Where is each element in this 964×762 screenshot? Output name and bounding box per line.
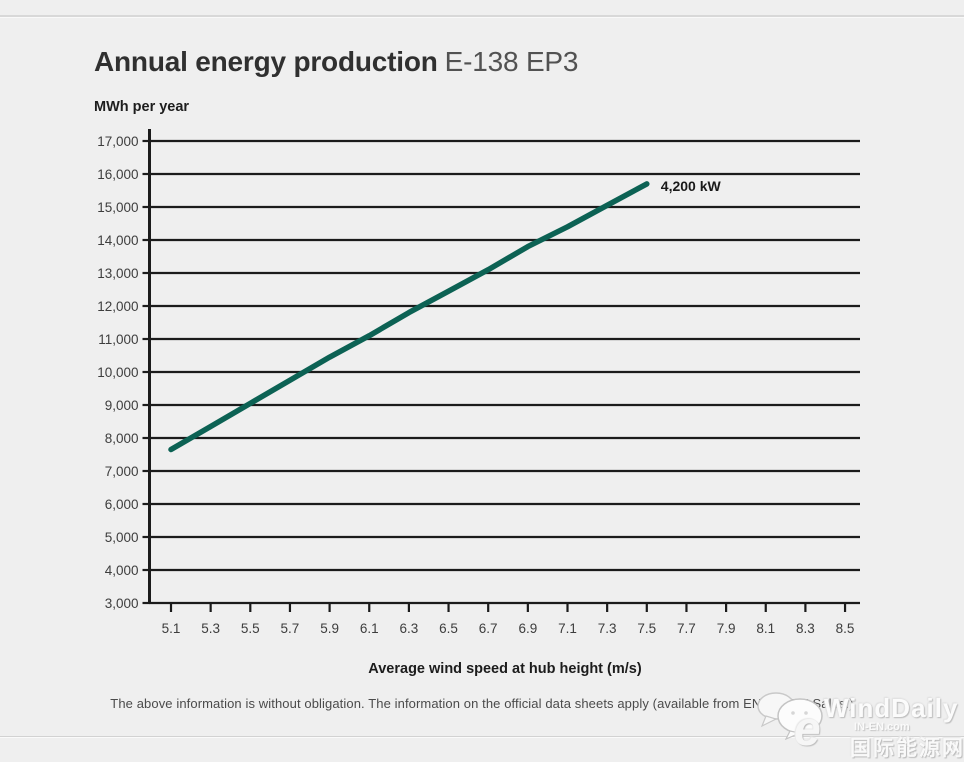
y-tick-label: 10,000 — [97, 365, 138, 380]
x-tick-label: 6.3 — [400, 621, 419, 636]
y-tick-label: 9,000 — [105, 398, 139, 413]
title-model: E-138 EP3 — [444, 46, 579, 77]
bottom-divider — [0, 736, 964, 738]
x-tick-label: 8.5 — [836, 621, 855, 636]
y-tick-label: 11,000 — [98, 332, 138, 347]
y-tick-label: 15,000 — [97, 200, 138, 215]
y-tick-label: 7,000 — [105, 464, 139, 479]
y-tick-label: 8,000 — [105, 431, 139, 446]
x-tick-label: 7.3 — [598, 621, 617, 636]
x-tick-label: 8.1 — [756, 621, 775, 636]
y-tick-label: 6,000 — [105, 497, 139, 512]
x-tick-label: 5.3 — [201, 621, 220, 636]
y-tick-label: 3,000 — [105, 596, 139, 611]
title-main: Annual energy production — [94, 46, 438, 77]
x-tick-label: 6.7 — [479, 621, 498, 636]
x-tick-label: 7.1 — [558, 621, 577, 636]
y-axis-title: MWh per year — [94, 99, 190, 115]
x-tick-label: 5.5 — [241, 621, 260, 636]
x-axis-title: Average wind speed at hub height (m/s) — [368, 661, 642, 677]
x-tick-label: 5.9 — [320, 621, 339, 636]
x-tick-label: 7.5 — [637, 621, 656, 636]
production-curve — [168, 181, 650, 453]
x-tick-label: 6.5 — [439, 621, 458, 636]
y-tick-label: 12,000 — [97, 299, 138, 314]
top-divider — [0, 15, 964, 18]
x-tick-label: 5.7 — [281, 621, 300, 636]
y-tick-label: 13,000 — [97, 266, 138, 281]
y-tick-label: 4,000 — [105, 563, 139, 578]
y-tick-label: 17,000 — [97, 134, 138, 149]
x-tick-label: 6.9 — [518, 621, 537, 636]
x-tick-label: 7.9 — [717, 621, 736, 636]
y-tick-label: 5,000 — [105, 530, 139, 545]
x-tick-label: 6.1 — [360, 621, 379, 636]
series-label: 4,200 kW — [661, 178, 722, 194]
x-tick-label: 5.1 — [162, 621, 181, 636]
y-tick-label: 14,000 — [97, 233, 138, 248]
y-tick-label: 16,000 — [97, 167, 138, 182]
page-title: Annual energy production E-138 EP3 — [94, 46, 578, 78]
disclaimer-footnote: The above information is without obligat… — [110, 696, 854, 711]
x-tick-label: 8.3 — [796, 621, 815, 636]
x-tick-label: 7.7 — [677, 621, 696, 636]
